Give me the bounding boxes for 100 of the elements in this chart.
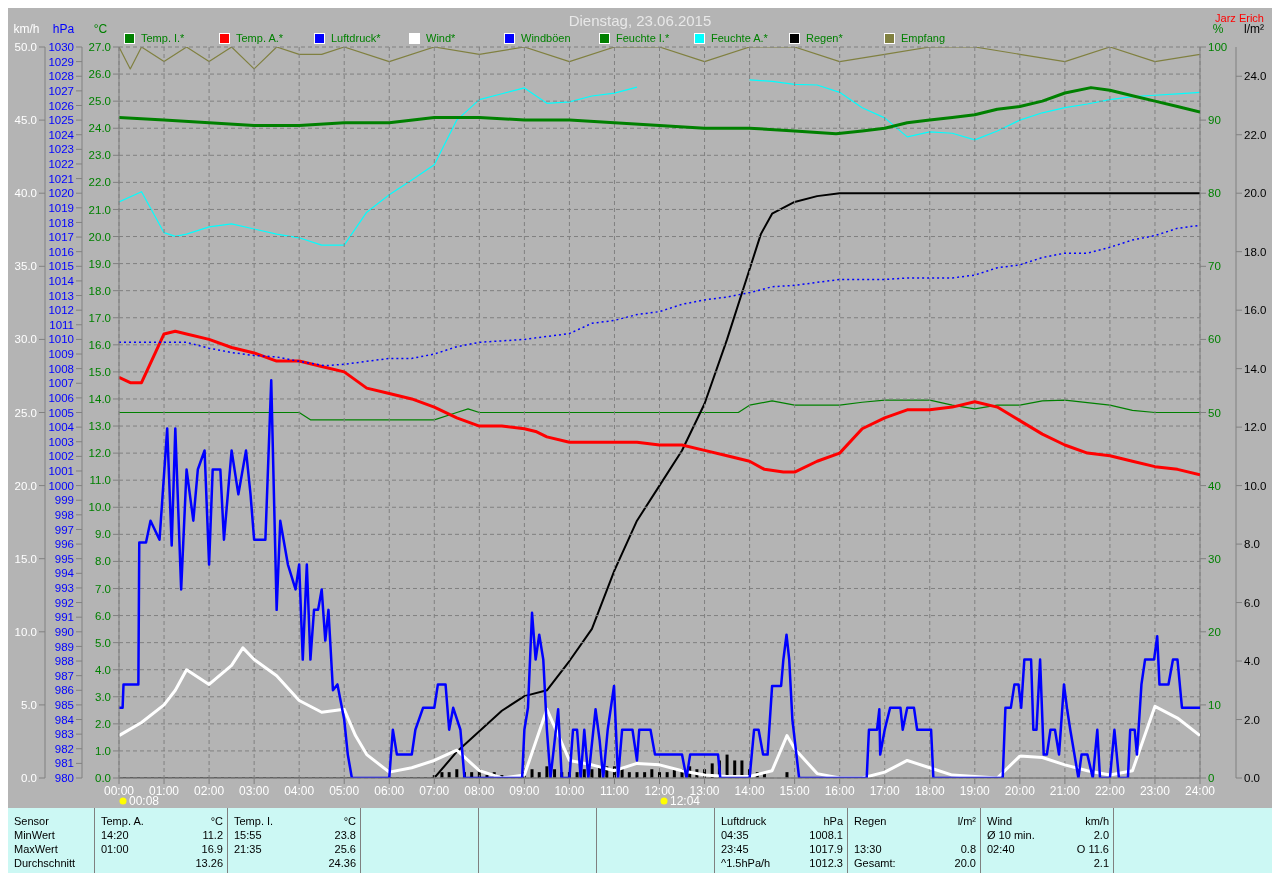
x-tick-label: 14:00 <box>734 783 765 798</box>
y2-tick-label: 1028 <box>48 70 74 83</box>
y-tick-label: 30 <box>1208 552 1221 565</box>
y2-tick-label: 1003 <box>48 435 74 448</box>
legend-label: Empfang <box>901 32 946 44</box>
legend-label: Temp. A.* <box>236 32 284 44</box>
y2-tick-label: 1030 <box>48 41 74 54</box>
y2-tick-label: 1009 <box>48 348 74 361</box>
y2-tick-label: 993 <box>54 582 74 595</box>
y2-tick-label: 1010 <box>48 333 74 346</box>
y2-tick-label: 986 <box>54 684 74 697</box>
y2-tick-label: 995 <box>54 552 74 565</box>
x-tick-label: 22:00 <box>1094 783 1126 798</box>
y-tick-label: 90 <box>1208 114 1221 127</box>
y2-tick-label: 1017 <box>48 231 74 244</box>
x-tick-label: 02:00 <box>194 783 225 798</box>
x-tick-label: 20:00 <box>1004 783 1036 798</box>
y2-tick-label: 12.0 <box>1244 421 1267 434</box>
x-tick-label: 03:00 <box>239 783 270 798</box>
y-tick-label: 20.0 <box>88 230 111 243</box>
y2-tick-label: 2.0 <box>1244 713 1260 726</box>
y2-tick-label: 994 <box>54 567 75 580</box>
x-tick-label: 16:00 <box>824 783 856 798</box>
text: °C 11.2 16.9 13.26 <box>171 808 228 873</box>
y-tick-label: 26.0 <box>88 68 111 81</box>
y2-tick-label: 1001 <box>48 465 74 478</box>
legend-label: Wind* <box>426 32 456 44</box>
y-tick-label: 1.0 <box>95 745 111 758</box>
y-tick-label: 9.0 <box>95 528 111 541</box>
y2-tick-label: 1014 <box>48 275 75 287</box>
text: Regen 13:30 Gesamt: <box>854 815 896 869</box>
y-tick-label: 0 <box>1208 772 1215 785</box>
y2-tick-label: 1018 <box>48 216 74 229</box>
y3-tick-label: 40.0 <box>14 187 37 200</box>
y2-tick-label: 1016 <box>48 245 74 258</box>
y-tick-label: 7.0 <box>95 582 111 595</box>
y-tick-label: 11.0 <box>89 474 111 487</box>
text: Sensor MinWert MaxWert Durchschnitt <box>8 808 95 873</box>
text: l/m² 0.8 20.0 <box>954 815 976 869</box>
y2-tick-label: 1027 <box>48 84 74 97</box>
y-tick-label: 8.0 <box>95 555 111 568</box>
x-tick-label: 23:00 <box>1139 783 1171 798</box>
y2-tick-label: 984 <box>54 713 75 726</box>
y-tick-label: 19.0 <box>88 257 111 270</box>
x-tick-label: 15:00 <box>779 783 810 798</box>
y-axis-title: % <box>1212 22 1224 36</box>
y3-tick-label: 45.0 <box>14 114 37 127</box>
legend-label: Windböen <box>521 32 571 44</box>
y-tick-label: 27.0 <box>88 41 111 54</box>
y-tick-label: 2.0 <box>95 717 111 730</box>
y3-tick-label: 10.0 <box>14 625 37 638</box>
y-tick-label: 20 <box>1208 625 1221 638</box>
y2-tick-label: 1024 <box>48 128 75 141</box>
text: 12:04 <box>670 794 701 808</box>
y2-tick-label: 1022 <box>48 158 74 171</box>
y-tick-label: 18.0 <box>88 284 111 297</box>
y2-tick-label: 1023 <box>48 143 74 156</box>
y2-tick-label: 1020 <box>48 187 74 200</box>
y2-axis-title: l/m² <box>1244 22 1264 36</box>
y2-tick-label: 16.0 <box>1244 304 1267 317</box>
y-tick-label: 5.0 <box>95 636 111 649</box>
x-tick-label: 17:00 <box>869 783 901 798</box>
y-tick-label: 70 <box>1208 260 1221 273</box>
y3-axis-title: km/h <box>13 22 40 36</box>
text: km/h 2.0 O 11.6 2.1 <box>1057 808 1114 873</box>
text: Jarz Erich <box>1215 12 1264 24</box>
text: 00:08 <box>129 794 160 808</box>
y2-tick-label: 996 <box>54 538 74 551</box>
y2-tick-label: 1002 <box>48 450 74 463</box>
y-tick-label: 50 <box>1208 406 1221 419</box>
y-tick-label: 23.0 <box>88 149 111 162</box>
y2-tick-label: 6.0 <box>1244 596 1260 609</box>
legend-label: Feuchte A.* <box>711 32 768 44</box>
y2-tick-label: 14.0 <box>1244 362 1267 375</box>
y2-tick-label: 981 <box>54 757 74 770</box>
y-tick-label: 4.0 <box>95 663 111 676</box>
x-tick-label: 24:00 <box>1184 783 1216 798</box>
y2-tick-label: 1013 <box>48 289 74 302</box>
y-tick-label: 13.0 <box>88 420 111 433</box>
legend-label: Feuchte I.* <box>616 32 670 44</box>
y-tick-label: 16.0 <box>88 338 111 351</box>
y2-tick-label: 991 <box>54 611 74 624</box>
y-tick-label: 60 <box>1208 333 1221 346</box>
y-tick-label: 100 <box>1208 41 1228 54</box>
y2-tick-label: 1006 <box>48 391 74 404</box>
y3-tick-label: 25.0 <box>14 406 37 419</box>
x-tick-label: 18:00 <box>914 783 946 798</box>
y2-axis-title: hPa <box>52 22 75 36</box>
y3-tick-label: 20.0 <box>14 479 37 492</box>
y2-tick-label: 983 <box>54 728 74 741</box>
y2-tick-label: 987 <box>54 669 74 682</box>
y2-tick-label: 1015 <box>48 260 74 273</box>
x-tick-label: 10:00 <box>554 783 585 798</box>
y2-tick-label: 4.0 <box>1244 655 1260 668</box>
y2-tick-label: 980 <box>54 772 74 785</box>
y-tick-label: 12.0 <box>88 447 111 460</box>
y-tick-label: 6.0 <box>95 609 111 622</box>
legend-label: Temp. I.* <box>141 32 185 44</box>
x-tick-label: 21:00 <box>1049 783 1081 798</box>
y2-tick-label: 997 <box>54 523 74 536</box>
